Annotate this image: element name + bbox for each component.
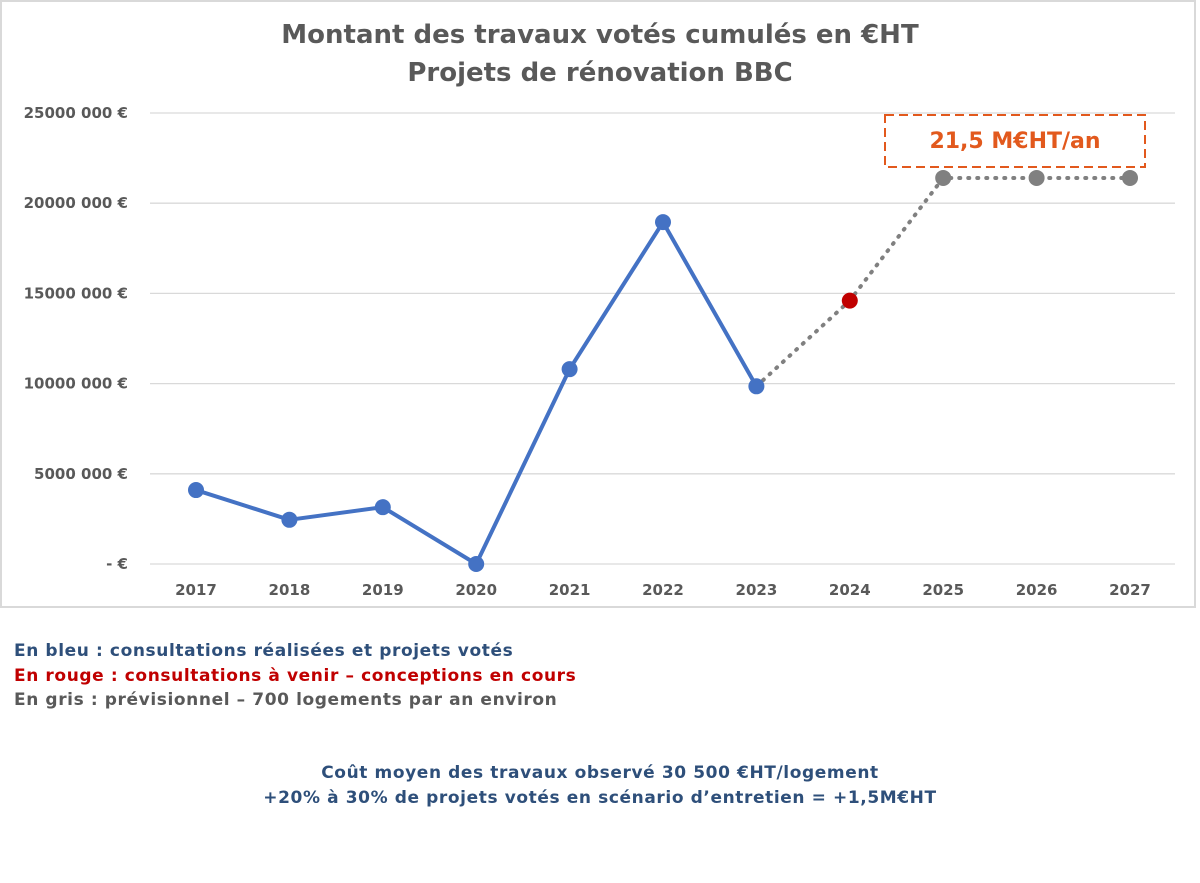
- chart-title: Montant des travaux votés cumulés en €HT: [281, 20, 919, 50]
- voted-point: [188, 482, 204, 499]
- voted-point: [468, 556, 485, 572]
- y-tick-label: 15000 000 €: [24, 284, 128, 302]
- voted-point: [655, 214, 671, 231]
- legend-blue-text: En bleu : consultations réalisées et pro…: [14, 641, 514, 661]
- y-tick-label: 20000 000 €: [24, 194, 128, 212]
- x-tick-label: 2024: [829, 581, 871, 599]
- maintenance-scenario-note: +20% à 30% de projets votés en scénario …: [263, 788, 937, 808]
- forecast-point: [1122, 169, 1138, 186]
- x-tick-label: 2022: [642, 581, 684, 599]
- x-tick-label: 2018: [269, 581, 311, 599]
- legend-grey-text: En gris : prévisionnel – 700 logements p…: [14, 690, 558, 710]
- gridlines: [150, 112, 1175, 565]
- x-tick-label: 2017: [175, 581, 217, 599]
- upcoming-point: [841, 292, 858, 309]
- y-tick-label: - €: [106, 555, 128, 573]
- legend-red-text: En rouge : consultations à venir – conce…: [14, 666, 577, 686]
- y-tick-label: 10000 000 €: [24, 375, 128, 393]
- annotation-layer: 21,5 M€HT/an: [884, 114, 1146, 168]
- y-tick-label: 5000 000 €: [34, 465, 128, 483]
- x-tick-label: 2025: [922, 581, 964, 599]
- voted-point: [748, 378, 765, 395]
- voted-series-line: [195, 220, 759, 566]
- x-tick-label: 2021: [549, 581, 591, 599]
- y-tick-label: 25000 000 €: [24, 104, 128, 122]
- forecast-point: [1028, 169, 1045, 186]
- x-tick-label: 2027: [1109, 581, 1151, 599]
- forecast-point: [935, 169, 952, 186]
- x-axis-ticks: 2017 2018 2019 2020 2021 2022 2023 2024 2025 2026…: [175, 581, 1151, 599]
- voted-point: [281, 511, 298, 528]
- x-tick-label: 2020: [455, 581, 497, 599]
- voted-point: [561, 361, 578, 378]
- x-tick-label: 2023: [736, 581, 778, 599]
- voted-point: [374, 499, 391, 516]
- chart-subtitle: Projets de rénovation BBC: [407, 58, 792, 88]
- chart-frame: [0, 0, 1196, 608]
- average-cost-note: Coût moyen des travaux observé 30 500 €H…: [321, 763, 879, 783]
- y-axis-ticks: - € 5000 000 € 10000 000 € 15000 000 € 20000…: [24, 104, 128, 573]
- callout-label: 21,5 M€HT/an: [929, 129, 1100, 154]
- forecast-series-line: [754, 175, 1132, 389]
- line-chart: Montant des travaux votés cumulés en €HT…: [24, 20, 1175, 599]
- x-tick-label: 2019: [362, 581, 404, 599]
- callout-box: [884, 114, 1146, 168]
- x-tick-label: 2026: [1016, 581, 1058, 599]
- series-layer: [188, 169, 1138, 572]
